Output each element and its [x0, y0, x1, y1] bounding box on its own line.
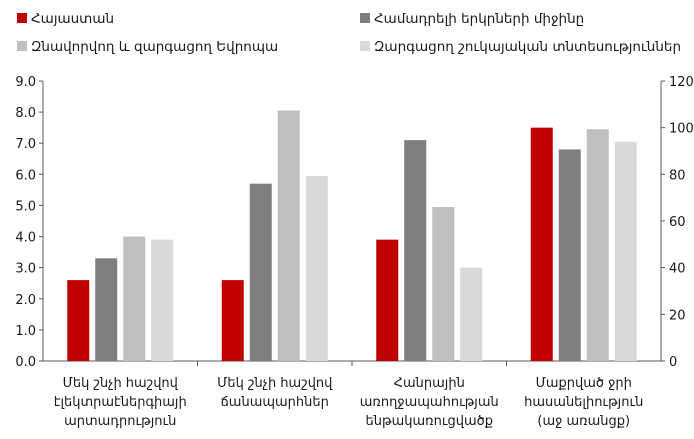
x-category-label: Մաքրված ջրի — [536, 376, 632, 391]
bar — [558, 149, 581, 361]
y-tick-label-left: 1.0 — [15, 324, 36, 339]
y-tick-label-right: 80 — [669, 168, 686, 183]
bar — [376, 239, 399, 361]
y-tick-label-left: 6.0 — [15, 168, 36, 183]
x-category-label: Մեկ շնչի հաշվով — [63, 376, 179, 391]
x-category-label: արտադրություն — [64, 414, 176, 429]
y-tick-label-right: 20 — [669, 308, 686, 323]
y-tick-label-right: 0 — [669, 355, 677, 370]
y-tick-label-right: 100 — [669, 122, 694, 137]
y-tick-label-left: 3.0 — [15, 262, 36, 277]
bar — [151, 239, 174, 361]
legend-swatch — [17, 13, 27, 23]
y-tick-label-left: 0.0 — [15, 355, 36, 370]
y-tick-label-left: 7.0 — [15, 137, 36, 152]
y-tick-label-left: 4.0 — [15, 231, 36, 246]
bar — [277, 110, 300, 361]
bar — [221, 280, 244, 361]
bar — [432, 207, 455, 361]
x-category-label: ճանապարհներ — [221, 395, 329, 410]
y-tick-label-left: 5.0 — [15, 199, 36, 214]
bar — [123, 236, 146, 361]
bar — [305, 175, 328, 361]
x-category-label: (աջ առանցք) — [537, 414, 630, 429]
y-tick-label-right: 60 — [669, 215, 686, 230]
bar — [249, 183, 272, 361]
bar — [614, 141, 637, 361]
bar — [95, 258, 118, 361]
y-tick-label-left: 9.0 — [15, 75, 36, 90]
y-tick-label-right: 120 — [669, 75, 694, 90]
y-tick-label-right: 40 — [669, 262, 686, 277]
legend-label: Զարգացող շուկայական տնտեսություններ — [374, 39, 681, 55]
x-category-label: էլեկտրաէներգիայի — [54, 395, 187, 410]
legend-swatch — [360, 41, 370, 51]
y-tick-label-left: 8.0 — [15, 106, 36, 121]
bar — [586, 129, 609, 361]
legend-label: Հայաստան — [31, 11, 114, 27]
legend-swatch — [360, 13, 370, 23]
x-category-label: Հանրային — [394, 376, 465, 391]
bar — [460, 267, 483, 361]
y-tick-label-left: 2.0 — [15, 293, 36, 308]
x-category-label: ենթակառուցվածք — [366, 414, 493, 429]
legend-label: Զնավորվող և զարգացող Եվրոպա — [31, 39, 278, 55]
x-category-label: հասանելիություն — [524, 395, 643, 410]
bar — [67, 280, 90, 361]
bar — [530, 127, 553, 362]
x-category-label: Մեկ շնչի հաշվով — [217, 376, 333, 391]
x-category-label: առողջապահության — [360, 395, 499, 410]
legend-swatch — [17, 41, 27, 51]
legend-label: Համադրելի երկրների միջինը — [374, 11, 584, 27]
bar — [404, 140, 427, 361]
